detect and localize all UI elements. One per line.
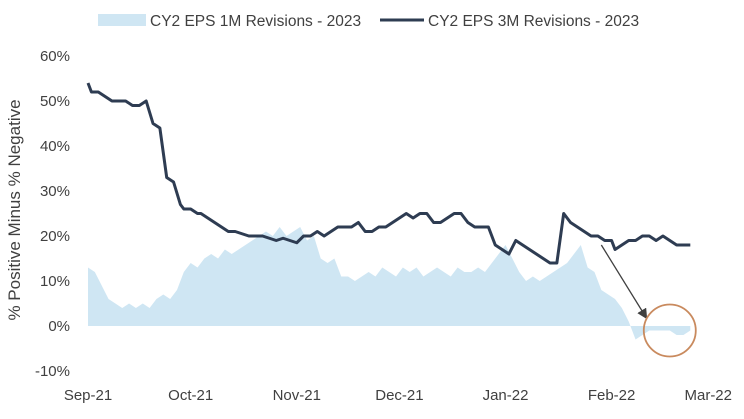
plot-area <box>86 82 691 340</box>
x-tick-label: Oct-21 <box>168 387 213 404</box>
highlight-circle <box>642 303 697 358</box>
y-tick-label: 20% <box>40 228 70 245</box>
y-tick-label: -10% <box>35 363 70 380</box>
x-tick-label: Feb-22 <box>588 387 636 404</box>
trend-arrow <box>600 244 648 320</box>
y-tick-label: 50% <box>40 93 70 110</box>
y-tick-label: 60% <box>40 48 70 65</box>
legend-swatch-1m <box>98 14 146 26</box>
x-tick-label: Dec-21 <box>375 387 423 404</box>
legend-label-3m: CY2 EPS 3M Revisions - 2023 <box>428 13 639 30</box>
x-tick-label: Sep-21 <box>64 387 112 404</box>
x-tick-label: Nov-21 <box>273 387 321 404</box>
y-axis-label: % Positive Minus % Negative <box>5 99 24 320</box>
x-tick-label: Mar-22 <box>684 387 732 404</box>
y-axis-ticks: -10% 0% 10% 20% 30% 40% 50% 60% <box>35 48 70 380</box>
y-tick-label: 0% <box>48 318 70 335</box>
y-tick-label: 10% <box>40 273 70 290</box>
legend: CY2 EPS 1M Revisions - 2023 CY2 EPS 3M R… <box>98 13 639 30</box>
x-axis-ticks: Sep-21 Oct-21 Nov-21 Dec-21 Jan-22 Feb-22 Mar-… <box>64 387 732 404</box>
series-3m-line <box>86 82 691 265</box>
y-tick-label: 30% <box>40 183 70 200</box>
y-tick-label: 40% <box>40 138 70 155</box>
legend-label-1m: CY2 EPS 1M Revisions - 2023 <box>150 13 361 30</box>
x-tick-label: Jan-22 <box>483 387 529 404</box>
annotations <box>600 244 697 358</box>
series-1m-area <box>88 227 691 340</box>
